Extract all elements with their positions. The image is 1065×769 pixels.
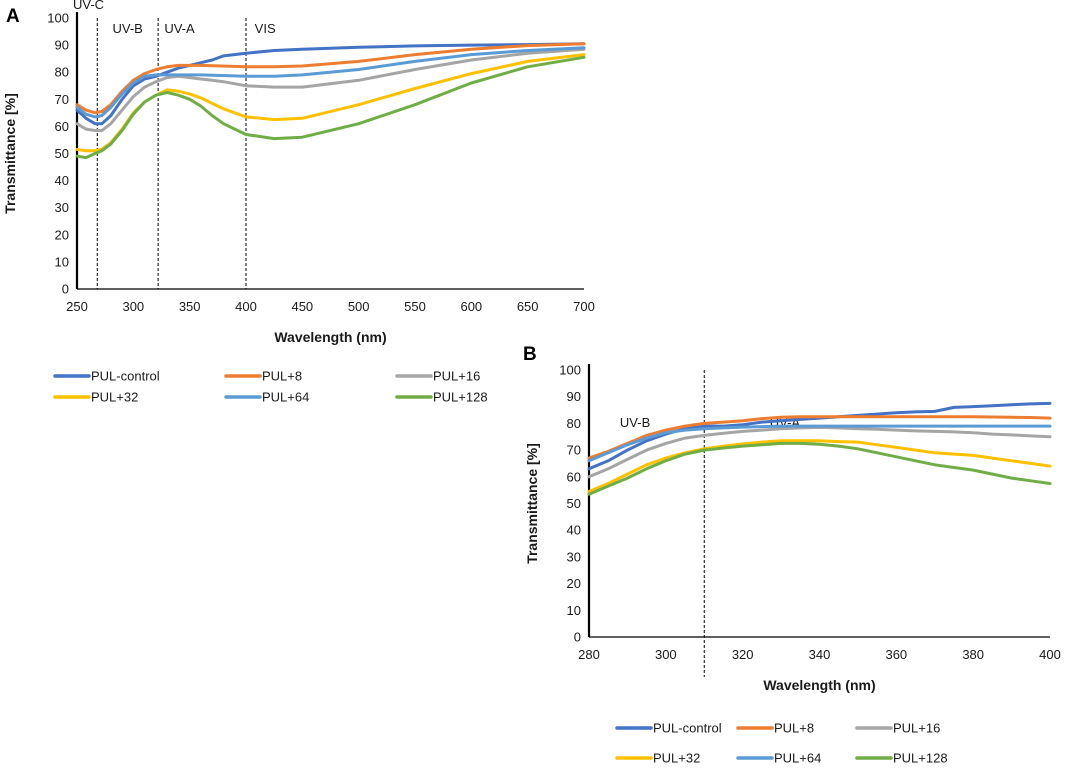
legend-label: PUL+32 — [653, 751, 700, 765]
x-tick-label: 380 — [962, 647, 984, 662]
x-tick-label: 400 — [235, 299, 257, 314]
y-tick-label: 80 — [55, 65, 69, 80]
x-axis-title: Wavelength (nm) — [763, 677, 875, 693]
x-tick-label: 550 — [404, 299, 426, 314]
legend-label: PUL+128 — [433, 390, 488, 405]
region-label-uv-c: UV-C — [73, 0, 104, 12]
x-tick-label: 280 — [578, 647, 600, 662]
legend-label: PUL+64 — [262, 390, 309, 405]
series-line-pul-8 — [587, 415, 1052, 460]
chart-panel-a: A 0 10 20 30 40 50 60 70 80 90 100 250 300 350 400 450 50… — [2, 0, 595, 405]
legend: PUL-control PUL+8 PUL+16 PUL+32 PUL+64 PUL+12… — [53, 369, 488, 405]
y-tick-label: 80 — [567, 416, 581, 431]
region-label-uv-b: UV-B — [620, 415, 650, 430]
y-tick-label: 20 — [55, 227, 69, 242]
panel-label: B — [523, 344, 537, 365]
legend-label: PUL+8 — [774, 721, 814, 736]
legend-label: PUL-control — [653, 721, 722, 736]
region-label-vis: VIS — [255, 21, 276, 36]
y-axis-title: Transmittance [%] — [2, 93, 18, 214]
y-tick-label: 50 — [567, 496, 581, 511]
x-tick-label: 400 — [1039, 647, 1061, 662]
panel-label: A — [6, 6, 20, 27]
series-line-pul-64 — [75, 46, 586, 119]
x-tick-label: 450 — [291, 299, 313, 314]
legend-label: PUL+128 — [893, 751, 948, 765]
x-tick-label: 500 — [348, 299, 370, 314]
series-line-pul-64 — [587, 424, 1052, 463]
y-tick-label: 90 — [567, 389, 581, 404]
x-tick-label: 250 — [66, 299, 88, 314]
y-tick-label: 0 — [574, 630, 581, 645]
y-tick-label: 0 — [62, 282, 69, 297]
legend: PUL-control PUL+8 PUL+16 PUL+32 PUL+64 PUL+12… — [615, 721, 948, 766]
legend-label: PUL+8 — [262, 369, 302, 384]
y-tick-label: 90 — [55, 38, 69, 53]
legend-label: PUL+16 — [893, 721, 940, 736]
y-tick-label: 70 — [55, 92, 69, 107]
series-line-pul-16 — [75, 47, 586, 132]
series-line-pul-128 — [75, 55, 586, 160]
y-tick-label: 30 — [567, 549, 581, 564]
legend-label: PUL-control — [91, 369, 160, 384]
x-tick-label: 650 — [517, 299, 539, 314]
x-axis-title: Wavelength (nm) — [274, 329, 386, 345]
x-tick-label: 600 — [460, 299, 482, 314]
y-tick-label: 10 — [55, 254, 69, 269]
y-tick-label: 20 — [567, 576, 581, 591]
x-tick-label: 320 — [732, 647, 754, 662]
y-tick-label: 70 — [567, 443, 581, 458]
y-tick-label: 100 — [559, 363, 581, 378]
y-tick-label: 40 — [567, 523, 581, 538]
x-tick-label: 350 — [179, 299, 201, 314]
y-tick-label: 40 — [55, 173, 69, 188]
x-tick-label: 700 — [573, 299, 595, 314]
y-tick-label: 60 — [55, 119, 69, 134]
y-tick-label: 30 — [55, 200, 69, 215]
x-tick-label: 340 — [809, 647, 831, 662]
y-tick-label: 10 — [567, 603, 581, 618]
x-tick-label: 360 — [885, 647, 907, 662]
x-tick-label: 300 — [122, 299, 144, 314]
legend-label: PUL+32 — [91, 390, 138, 405]
y-tick-label: 50 — [55, 146, 69, 161]
region-label-uv-b: UV-B — [113, 21, 143, 36]
series-line-pul-128 — [587, 441, 1052, 496]
series-line-pul-32 — [587, 439, 1052, 493]
chart-panel-b: B 0 10 20 30 40 50 60 70 80 90 100 280 300 320 340 360 38… — [523, 344, 1061, 766]
y-axis-title: Transmittance [%] — [524, 443, 540, 564]
region-label-uv-a: UV-A — [164, 21, 195, 36]
y-tick-label: 100 — [47, 11, 69, 26]
y-tick-label: 60 — [567, 469, 581, 484]
legend-label: PUL+16 — [433, 369, 480, 384]
x-tick-label: 300 — [655, 647, 677, 662]
legend-label: PUL+64 — [774, 751, 821, 765]
series-line-pul-8 — [75, 42, 586, 115]
